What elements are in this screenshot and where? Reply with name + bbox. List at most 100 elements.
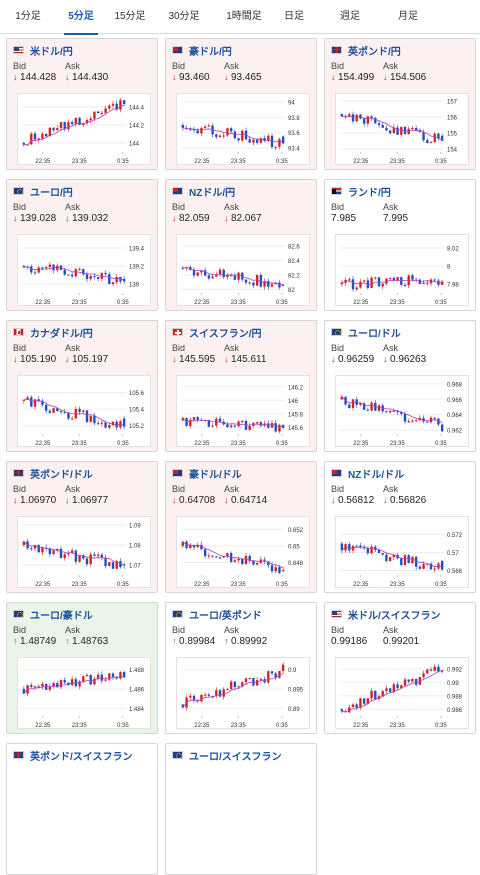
pair-name-link[interactable]: 英ポンド/ドル	[30, 469, 93, 481]
candle-body	[281, 136, 285, 144]
tab-8[interactable]: 月足	[398, 11, 418, 22]
candle-body	[96, 554, 100, 556]
pair-name-link[interactable]: 英ポンド/スイスフラン	[30, 751, 133, 763]
pair-name-link[interactable]: ユーロ/スイスフラン	[189, 751, 282, 763]
pair-card[interactable]: NZドル/ドル Bid Ask ↓ 0.56812 ↓ 0.56826 0.572 0.57 0.…	[324, 461, 476, 593]
candle-body	[355, 704, 358, 708]
ask-value: ↓ 0.64714	[224, 495, 267, 506]
x-tick-label: 22:35	[35, 441, 51, 447]
ask-price: 144.430	[72, 72, 109, 83]
tab-7[interactable]: 週足	[340, 11, 360, 22]
pair-header: スイスフラン/円	[172, 325, 262, 340]
pair-name-link[interactable]: ランド/円	[348, 187, 391, 199]
pair-name-link[interactable]: 米ドル/円	[30, 46, 73, 58]
candle-body	[63, 679, 66, 683]
tab-5[interactable]: 1時間足	[226, 11, 262, 22]
pair-card[interactable]: ランド/円 Bid Ask 7.985 7.995 8.02 8 7.98 22:35 23:35…	[324, 179, 476, 311]
price-chart[interactable]: 157 156 155 154 22:35 23:35 0:35	[335, 93, 469, 165]
pair-name-link[interactable]: 英ポンド/円	[348, 46, 401, 58]
candle-body	[89, 415, 92, 422]
price-chart[interactable]: 1.09 1.08 1.07 22:35 23:35 0:35	[17, 516, 151, 588]
pair-name-link[interactable]: ユーロ/円	[30, 187, 73, 199]
pair-name-link[interactable]: 豪ドル/ドル	[189, 469, 242, 481]
pair-card[interactable]: カナダドル/円 Bid Ask ↓ 105.190 ↓ 105.197 105.6 105.4 1…	[6, 320, 158, 452]
bid-label: Bid	[331, 202, 345, 212]
pair-card[interactable]: 英ポンド/ドル Bid Ask ↓ 1.06970 ↓ 1.06977 1.09 1.08 1.0…	[6, 461, 158, 593]
price-chart[interactable]: 0.992 0.99 0.988 0.986 22:35 23:35 0:35	[335, 657, 469, 729]
pair-card[interactable]: NZドル/円 Bid Ask ↓ 82.059 ↓ 82.067 82.6 82.4 82.2 82…	[165, 179, 317, 311]
price-chart[interactable]: 82.6 82.4 82.2 82 22:35 23:35 0:35	[176, 234, 310, 306]
tab-1[interactable]: 1分足	[15, 11, 41, 22]
pair-name-link[interactable]: ユーロ/豪ドル	[30, 610, 93, 622]
price-chart[interactable]: 146.2 146 145.8 145.6 22:35 23:35 0:35	[176, 375, 310, 447]
candle-body	[433, 568, 436, 570]
pair-name-link[interactable]: NZドル/ドル	[348, 469, 405, 481]
candle-body	[203, 126, 207, 128]
pair-card[interactable]: スイスフラン/円 Bid Ask ↓ 145.595 ↓ 145.611 146.2 146 14…	[165, 320, 317, 452]
tab-4[interactable]: 30分足	[168, 11, 200, 22]
pair-card[interactable]: 英ポンド/円 Bid Ask ↓ 154.499 ↓ 154.506 157 156 155 154…	[324, 38, 476, 170]
pair-name-link[interactable]: NZドル/円	[189, 187, 236, 199]
pair-card[interactable]: ユーロ/ドル Bid Ask ↓ 0.96259 ↓ 0.96263 0.968 0.966 0.…	[324, 320, 476, 452]
price-chart[interactable]: 94 93.8 93.6 93.4 22:35 23:35 0:35	[176, 93, 310, 165]
candle-body	[440, 424, 444, 432]
candle-body	[218, 557, 222, 559]
pair-name-link[interactable]: 米ドル/スイスフラン	[348, 610, 441, 622]
candle-body	[192, 129, 196, 131]
candle-body	[374, 277, 377, 279]
price-chart[interactable]: 139.4 139.2 139 22:35 23:35 0:35	[17, 234, 151, 306]
price-chart[interactable]: 8.02 8 7.98 22:35 23:35 0:35	[335, 234, 469, 306]
candle-body	[259, 275, 263, 287]
pair-name-link[interactable]: 豪ドル/円	[189, 46, 232, 58]
pair-header: 英ポンド/スイスフラン	[13, 748, 133, 763]
candle-body	[229, 274, 233, 276]
pair-card[interactable]: 米ドル/円 Bid Ask ↓ 144.428 ↓ 144.430 144.4 144.2 144…	[6, 38, 158, 170]
candle-body	[396, 277, 399, 281]
price-chart[interactable]: 0.572 0.57 0.568 22:35 23:35 0:35	[335, 516, 469, 588]
pair-card[interactable]: ユーロ/円 Bid Ask ↓ 139.028 ↓ 139.032 139.4 139.2 139…	[6, 179, 158, 311]
tab-3[interactable]: 15分足	[114, 11, 146, 22]
price-chart[interactable]: 0.652 0.65 0.648 22:35 23:35 0:35	[176, 516, 310, 588]
pair-name-link[interactable]: ユーロ/ドル	[348, 328, 401, 340]
pair-card[interactable]: 豪ドル/円 Bid Ask ↓ 93.460 ↓ 93.465 94 93.8 93.6 93.4 2…	[165, 38, 317, 170]
ask-price: 82.067	[231, 213, 262, 224]
tab-6[interactable]: 日足	[284, 11, 304, 22]
flag-gb-icon	[331, 46, 342, 54]
candle-body	[248, 677, 251, 679]
x-tick-label: 0:35	[435, 300, 447, 306]
ask-price: 1.06977	[72, 495, 109, 506]
ask-label: Ask	[383, 484, 399, 494]
pair-card[interactable]: 豪ドル/ドル Bid Ask ↓ 0.64708 ↓ 0.64714 0.652 0.65 0.6…	[165, 461, 317, 593]
candle-body	[93, 678, 96, 685]
pair-card[interactable]: 英ポンド/スイスフラン	[6, 743, 158, 875]
arrow-up-icon: ↑	[224, 636, 229, 646]
arrow-down-icon: ↓	[172, 354, 177, 364]
pair-card[interactable]: ユーロ/スイスフラン	[165, 743, 317, 875]
price-chart[interactable]: 144.4 144.2 144 22:35 23:35 0:35	[17, 93, 151, 165]
price-chart[interactable]: 0.9 0.895 0.89 22:35 23:35 0:35	[176, 657, 310, 729]
candle-body	[414, 556, 418, 567]
bid-price: 154.499	[338, 72, 375, 83]
candlestick-chart: 157 156 155 154 22:35 23:35 0:35	[340, 100, 458, 165]
pair-card[interactable]: 米ドル/スイスフラン Bid Ask 0.99186 0.99201 0.992 0.99 0…	[324, 602, 476, 734]
pair-card[interactable]: ユーロ/英ポンド Bid Ask ↑ 0.89984 ↑ 0.89992 0.9 0.895 0.…	[165, 602, 317, 734]
bid-price: 145.595	[179, 354, 216, 365]
candle-body	[248, 555, 251, 561]
candle-body	[37, 686, 40, 688]
pair-name-link[interactable]: ユーロ/英ポンド	[189, 610, 262, 622]
candlestick-chart: 0.9 0.895 0.89 22:35 23:35 0:35	[181, 662, 304, 729]
tab-2[interactable]: 5分足	[56, 0, 106, 35]
price-chart[interactable]: 1.488 1.486 1.484 22:35 23:35 0:35	[17, 657, 151, 729]
pair-card[interactable]: ユーロ/豪ドル Bid Ask ↑ 1.48749 ↑ 1.48763 1.488 1.486 1…	[6, 602, 158, 734]
candle-body	[22, 266, 26, 268]
x-tick-label: 23:35	[390, 582, 406, 588]
price-chart[interactable]: 0.968 0.966 0.964 0.962 22:35 23:35 0:35	[335, 375, 469, 447]
pair-name-link[interactable]: カナダドル/円	[30, 328, 93, 340]
x-tick-label: 22:35	[194, 441, 210, 447]
x-tick-label: 22:35	[35, 300, 51, 306]
candle-body	[233, 425, 237, 427]
candle-body	[433, 133, 436, 143]
candle-body	[207, 555, 211, 557]
pair-name-link[interactable]: スイスフラン/円	[189, 328, 262, 340]
price-chart[interactable]: 105.6 105.4 105.2 22:35 23:35 0:35	[17, 375, 151, 447]
